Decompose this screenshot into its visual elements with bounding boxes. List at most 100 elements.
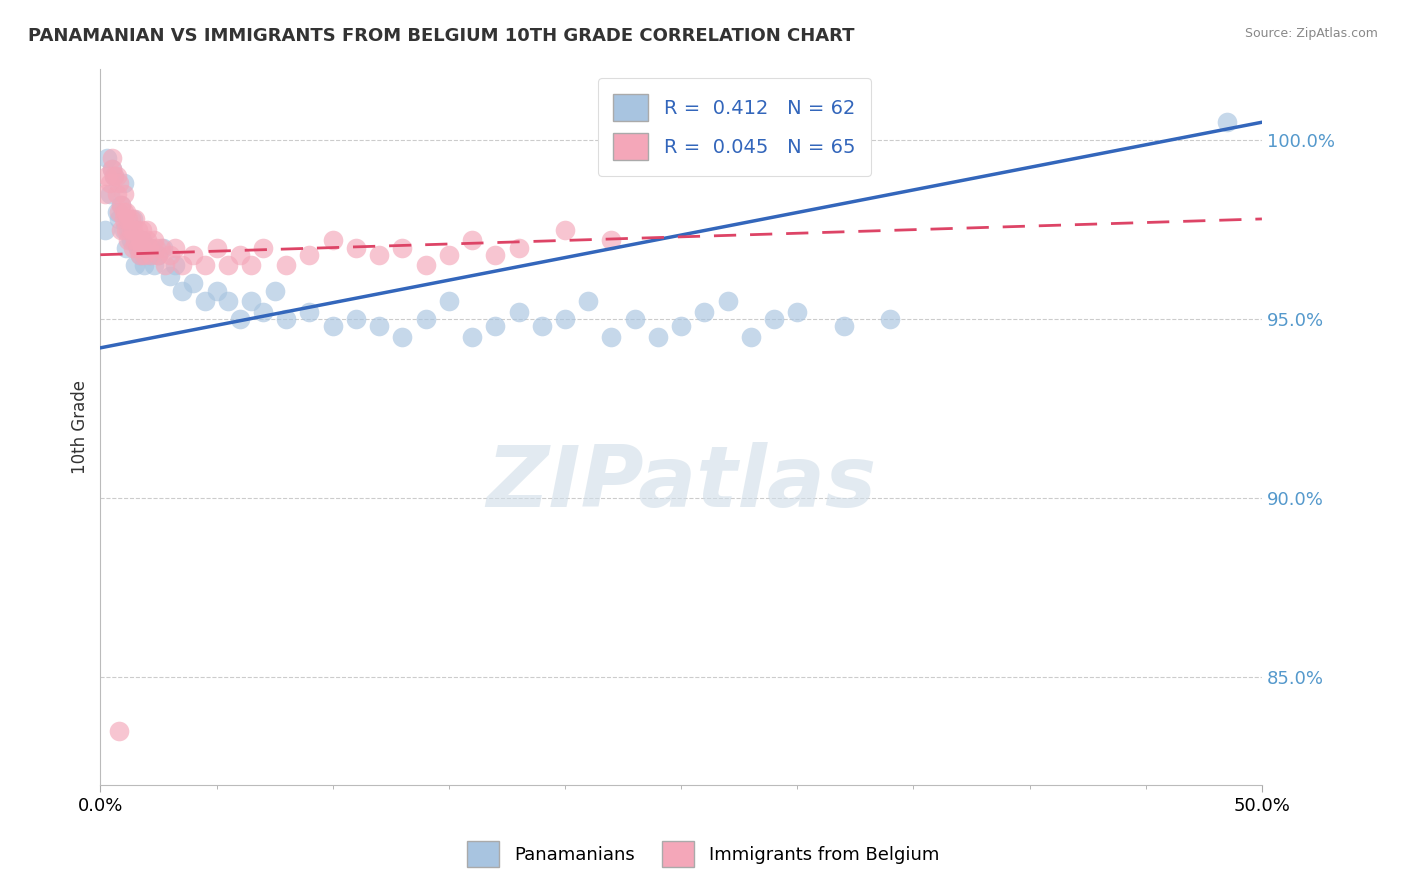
Point: [108, 724, 131, 739]
Point: [194, 294, 217, 309]
Point: [112, 186, 135, 201]
Point: [152, 241, 174, 255]
Point: [148, 248, 170, 262]
Text: ZIPatlas: ZIPatlas: [486, 442, 876, 525]
Point: [122, 211, 145, 226]
Point: [1216, 115, 1239, 129]
Point: [461, 234, 484, 248]
Point: [115, 204, 138, 219]
Point: [112, 211, 135, 226]
Point: [170, 259, 193, 273]
Point: [134, 259, 156, 273]
Point: [135, 234, 157, 248]
Point: [576, 294, 599, 309]
Point: [98, 176, 121, 190]
Point: [108, 211, 131, 226]
Legend: R =  0.412   N = 62, R =  0.045   N = 65: R = 0.412 N = 62, R = 0.045 N = 65: [598, 78, 872, 176]
Point: [122, 241, 145, 255]
Point: [344, 312, 367, 326]
Point: [135, 241, 157, 255]
Point: [112, 222, 135, 236]
Point: [131, 241, 153, 255]
Point: [105, 169, 128, 183]
Point: [96, 169, 118, 183]
Point: [124, 211, 146, 226]
Point: [115, 222, 138, 236]
Point: [832, 319, 855, 334]
Point: [142, 234, 165, 248]
Point: [124, 234, 146, 248]
Point: [127, 241, 149, 255]
Point: [101, 161, 124, 176]
Point: [322, 319, 344, 334]
Point: [205, 284, 228, 298]
Point: [786, 305, 808, 319]
Point: [159, 248, 181, 262]
Point: [149, 241, 172, 255]
Point: [415, 259, 437, 273]
Point: [163, 259, 186, 273]
Point: [110, 197, 132, 211]
Point: [240, 259, 263, 273]
Point: [108, 176, 131, 190]
Point: [240, 294, 263, 309]
Point: [108, 204, 131, 219]
Point: [128, 234, 150, 248]
Point: [740, 330, 762, 344]
Point: [110, 222, 132, 236]
Point: [131, 222, 153, 236]
Point: [508, 241, 530, 255]
Point: [105, 186, 128, 201]
Point: [879, 312, 901, 326]
Point: [229, 248, 252, 262]
Point: [105, 204, 128, 219]
Point: [128, 248, 150, 262]
Text: PANAMANIAN VS IMMIGRANTS FROM BELGIUM 10TH GRADE CORRELATION CHART: PANAMANIAN VS IMMIGRANTS FROM BELGIUM 10…: [28, 27, 855, 45]
Point: [205, 241, 228, 255]
Point: [391, 330, 413, 344]
Point: [263, 284, 285, 298]
Point: [484, 319, 506, 334]
Point: [194, 259, 217, 273]
Point: [155, 259, 177, 273]
Point: [437, 294, 460, 309]
Point: [131, 234, 153, 248]
Point: [276, 312, 298, 326]
Point: [127, 241, 149, 255]
Point: [110, 197, 132, 211]
Point: [600, 234, 623, 248]
Point: [94, 222, 117, 236]
Point: [322, 234, 344, 248]
Point: [276, 259, 298, 273]
Point: [170, 284, 193, 298]
Point: [368, 319, 391, 334]
Point: [112, 204, 135, 219]
Point: [298, 248, 321, 262]
Point: [145, 241, 167, 255]
Point: [120, 211, 142, 226]
Point: [103, 169, 125, 183]
Point: [120, 222, 142, 236]
Point: [484, 248, 506, 262]
Point: [117, 211, 139, 226]
Point: [669, 319, 692, 334]
Point: [103, 169, 125, 183]
Point: [141, 241, 163, 255]
Point: [138, 248, 160, 262]
Text: Source: ZipAtlas.com: Source: ZipAtlas.com: [1244, 27, 1378, 40]
Point: [96, 151, 118, 165]
Point: [415, 312, 437, 326]
Point: [217, 294, 239, 309]
Y-axis label: 10th Grade: 10th Grade: [72, 380, 89, 474]
Point: [117, 222, 139, 236]
Point: [554, 222, 576, 236]
Point: [159, 269, 181, 284]
Point: [138, 241, 160, 255]
Point: [122, 222, 145, 236]
Point: [530, 319, 553, 334]
Point: [124, 259, 146, 273]
Point: [391, 241, 413, 255]
Point: [135, 222, 157, 236]
Point: [716, 294, 738, 309]
Point: [128, 248, 150, 262]
